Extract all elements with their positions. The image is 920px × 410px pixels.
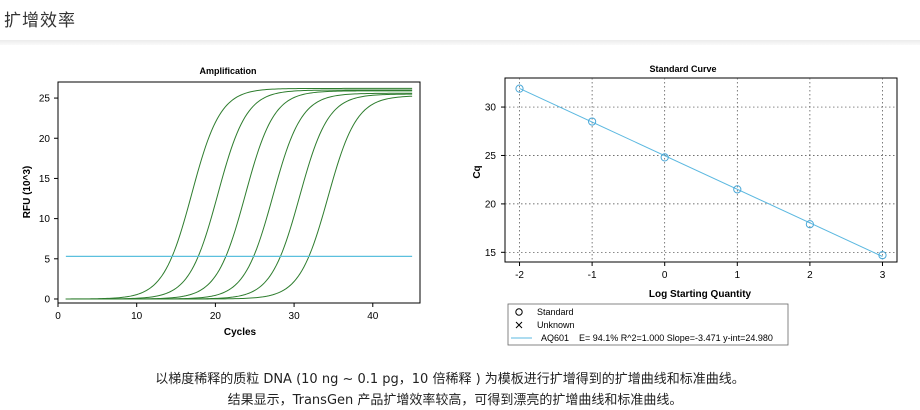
caption-line-1: 以梯度稀释的质粒 DNA (10 ng ~ 0.1 pg，10 倍稀释 ) 为模…: [155, 372, 745, 387]
legend-unknown-marker: [515, 321, 523, 329]
title-divider: [0, 40, 920, 45]
standard-curve-grid: [505, 78, 897, 262]
amplification-x-tick-label: 30: [289, 311, 301, 322]
legend-box: [507, 303, 789, 346]
standard-curve-x-tick-label: -1: [588, 270, 597, 281]
amplification-x-label: Cycles: [224, 327, 257, 338]
amplification-x-tick-label: 20: [210, 311, 222, 322]
amplification-y-tick-label: 15: [39, 174, 51, 185]
standard-curve-y-ticks: 15 20 25 30: [485, 103, 505, 259]
standard-curve-legend: Standard Unknown AQ601 E= 94.1% R^2=1.00…: [507, 303, 789, 346]
amplification-chart: Amplification 0 5 10 15 20 25 0 10 20 30 40 Cycle…: [22, 66, 421, 338]
amplification-y-tick-label: 5: [44, 254, 50, 265]
amplification-y-label: RFU (10^3): [22, 166, 33, 219]
standard-curve-point-3[interactable]: [660, 153, 669, 162]
amplification-y-tick-label: 25: [39, 94, 51, 105]
standard-curve-x-label: Log Starting Quantity: [649, 289, 752, 300]
standard-curve-point-2[interactable]: [588, 117, 597, 126]
standard-curve-title: Standard Curve: [649, 64, 716, 74]
amplification-curve-1: [65, 87, 413, 300]
standard-curve-x-tick-label: 0: [662, 270, 668, 281]
amplification-x-ticks: 0 10 20 30 40: [55, 303, 379, 322]
standard-curve-point-6[interactable]: [878, 251, 887, 260]
standard-curve-points: [515, 84, 887, 260]
amplification-y-ticks: 0 5 10 15 20 25: [39, 94, 58, 305]
standard-curve-x-tick-label: -2: [515, 270, 524, 281]
standard-curve-point-4[interactable]: [733, 185, 742, 194]
page-title: 扩增效率: [4, 11, 76, 31]
amplification-x-tick-label: 40: [367, 311, 379, 322]
amplification-curve-6: [65, 95, 413, 300]
standard-curve-y-label: Cq: [472, 165, 483, 178]
standard-curve-y-tick-label: 20: [485, 199, 497, 210]
legend-fit-stats: E= 94.1% R^2=1.000 Slope=-3.471 y-int=24…: [579, 333, 773, 343]
amplification-x-tick-label: 0: [55, 311, 61, 322]
standard-curve-point-1[interactable]: [515, 84, 524, 93]
legend-series-name: AQ601: [541, 333, 569, 343]
amplification-plot-frame: [57, 81, 421, 304]
amplification-x-tick-label: 10: [131, 311, 143, 322]
standard-curve-fit-line: [519, 87, 883, 257]
amplification-y-tick-label: 10: [39, 214, 51, 225]
standard-curve-x-tick-label: 2: [807, 270, 813, 281]
legend-standard-label: Standard: [537, 307, 574, 317]
amplification-y-tick-label: 0: [44, 294, 50, 305]
standard-curve-point-5[interactable]: [805, 220, 814, 229]
standard-curve-x-tick-label: 1: [735, 270, 741, 281]
amplification-title: Amplification: [199, 66, 256, 76]
standard-curve-plot-frame: [504, 77, 898, 263]
standard-curve-chart: Standard Curve 15 20 25 30 -2 -1 0 1 2 3 Log Sta…: [472, 64, 898, 346]
standard-curve-x-tick-label: 3: [880, 270, 886, 281]
amplification-y-tick-label: 20: [39, 134, 51, 145]
standard-curve-y-tick-label: 30: [485, 103, 497, 114]
amplification-curves: [65, 87, 413, 300]
standard-curve-y-tick-label: 25: [485, 151, 497, 162]
standard-curve-x-ticks: -2 -1 0 1 2 3: [515, 262, 886, 281]
caption-line-2: 结果显示，TransGen 产品扩增效率较高，可得到漂亮的扩增曲线和标准曲线。: [227, 393, 683, 408]
legend-unknown-label: Unknown: [537, 320, 575, 330]
standard-curve-y-tick-label: 15: [485, 248, 497, 259]
legend-standard-marker: [515, 308, 523, 316]
